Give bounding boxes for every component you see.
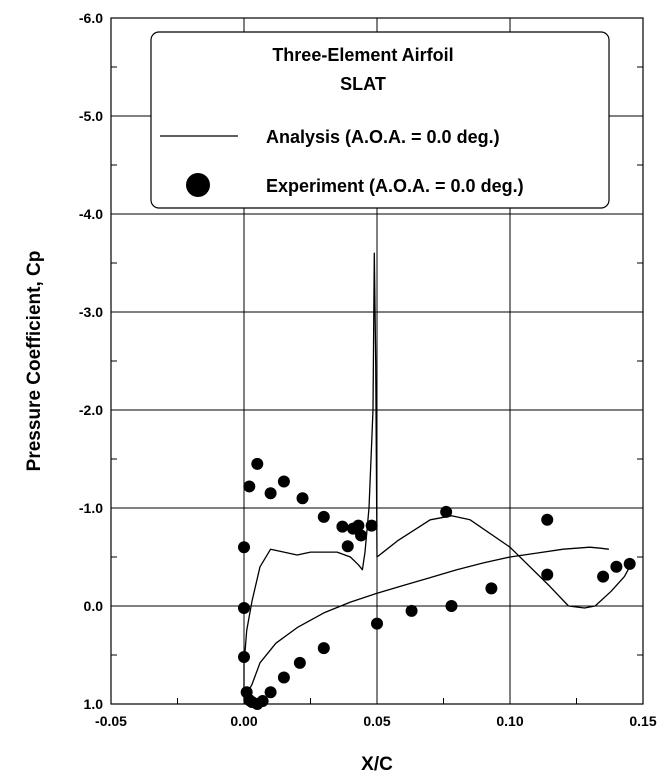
- experiment-point: [293, 656, 306, 669]
- experiment-point: [238, 541, 250, 554]
- y-tick-label: -2.0: [79, 402, 103, 418]
- x-tick-labels: -0.05 0.00 0.05 0.10 0.15: [95, 713, 657, 729]
- experiment-point: [238, 601, 250, 614]
- legend-marker-swatch: [186, 173, 210, 197]
- x-tick-label: 0.05: [363, 713, 390, 729]
- experiment-point: [541, 513, 554, 526]
- experiment-point: [277, 671, 290, 684]
- legend: Three-Element Airfoil SLAT Analysis (A.O…: [150, 31, 610, 209]
- experiment-point: [277, 475, 290, 488]
- y-tick-label: -1.0: [79, 500, 103, 516]
- y-axis-label: Pressure Coefficient, Cp: [24, 251, 45, 472]
- experiment-point: [264, 686, 277, 699]
- x-tick-label: 0.10: [496, 713, 523, 729]
- experiment-point: [440, 505, 453, 518]
- experiment-point: [243, 480, 256, 493]
- legend-entry-analysis: Analysis (A.O.A. = 0.0 deg.): [266, 127, 500, 147]
- legend-entry-experiment: Experiment (A.O.A. = 0.0 deg.): [266, 176, 524, 196]
- x-tick-label: 0.15: [629, 713, 656, 729]
- legend-box: [150, 31, 610, 209]
- experiment-point: [365, 519, 378, 532]
- legend-title: Three-Element Airfoil: [272, 45, 453, 65]
- y-tick-label: -3.0: [79, 304, 103, 320]
- experiment-point: [610, 560, 623, 573]
- y-tick-label: -5.0: [79, 108, 103, 124]
- experiment-point: [251, 457, 264, 470]
- experiment-point: [238, 650, 250, 663]
- y-tick-label: 1.0: [84, 696, 104, 712]
- experiment-point: [264, 487, 277, 500]
- experiment-point: [445, 600, 458, 612]
- y-tick-label: -4.0: [79, 206, 103, 222]
- y-tick-label: -6.0: [79, 10, 103, 26]
- x-tick-label: -0.05: [95, 713, 127, 729]
- experiment-point: [371, 617, 383, 630]
- legend-subtitle: SLAT: [340, 74, 386, 94]
- experiment-point: [355, 529, 368, 542]
- experiment-point: [336, 520, 349, 533]
- experiment-point: [405, 604, 418, 617]
- x-axis-label: X/C: [361, 754, 393, 775]
- experiment-point: [317, 510, 330, 523]
- x-tick-label: 0.00: [230, 713, 257, 729]
- y-tick-label: 0.0: [84, 598, 104, 614]
- experiment-point: [485, 582, 498, 595]
- experiment-point: [341, 540, 354, 553]
- experiment-point: [296, 492, 309, 505]
- series-layer: [238, 252, 636, 710]
- experiment-point: [623, 557, 636, 570]
- experiment-point: [352, 519, 365, 532]
- experiment-point: [256, 695, 269, 708]
- y-tick-labels: -6.0 -5.0 -4.0 -3.0 -2.0 -1.0 0.0 1.0: [79, 10, 103, 712]
- analysis-line: [243, 252, 631, 700]
- experiment-point: [597, 570, 610, 583]
- experiment-point: [317, 642, 330, 655]
- experiment-point: [541, 568, 554, 581]
